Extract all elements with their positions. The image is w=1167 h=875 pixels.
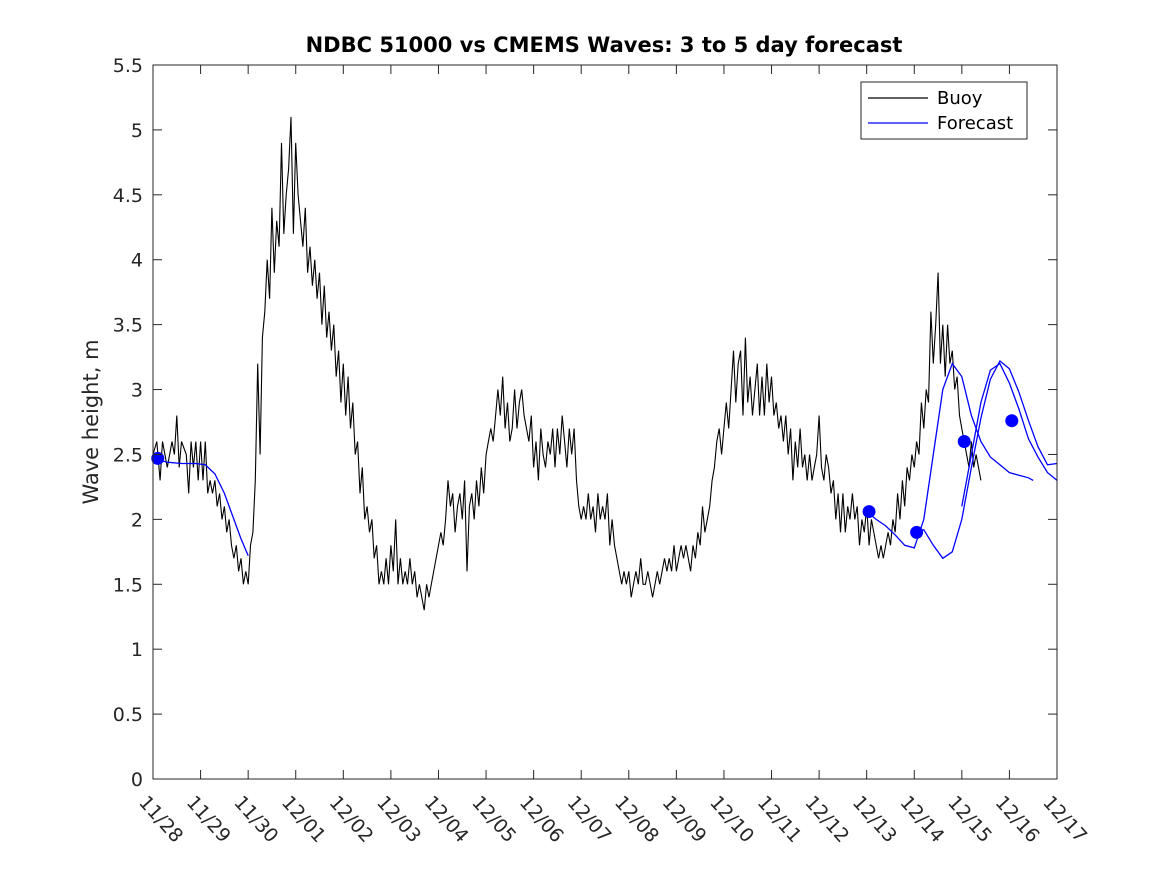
forecast-series-line xyxy=(914,359,1058,560)
y-tick-label: 0 xyxy=(131,769,143,791)
x-tick-label: 12/09 xyxy=(658,792,711,847)
y-tick-label: 1 xyxy=(131,639,143,661)
x-tick-label: 12/14 xyxy=(896,792,949,847)
x-tick-label: 12/07 xyxy=(562,792,615,847)
y-tick-label: 2.5 xyxy=(113,444,143,466)
legend-box xyxy=(860,81,1028,140)
legend-buoy-label: Buoy xyxy=(937,88,983,109)
y-tick-label: 3.5 xyxy=(113,315,143,337)
y-tick-label: 5.5 xyxy=(113,55,143,77)
plot-area xyxy=(153,65,1057,779)
legend-forecast-label: Forecast xyxy=(937,113,1013,134)
legend: Buoy Forecast xyxy=(860,81,1028,140)
y-tick-label: 5 xyxy=(131,120,143,142)
y-tick-label: 1.5 xyxy=(113,574,143,596)
forecast-series-line xyxy=(866,362,1034,549)
x-tick-label: 12/05 xyxy=(467,792,520,847)
x-tick-label: 12/11 xyxy=(753,792,806,847)
y-axis-label: Wave height, m xyxy=(79,339,103,504)
x-tick-label: 11/30 xyxy=(229,792,282,847)
y-tick-label: 0.5 xyxy=(113,704,143,726)
x-tick-label: 12/16 xyxy=(991,792,1044,847)
x-tick-label: 12/10 xyxy=(705,792,758,847)
x-tick-label: 12/06 xyxy=(515,792,568,847)
forecast-marker xyxy=(862,505,876,519)
x-tick-label: 12/02 xyxy=(325,792,378,847)
forecast-series-line xyxy=(961,362,1058,507)
forecast-series-line xyxy=(152,457,249,556)
forecast-marker xyxy=(910,525,924,539)
x-tick-label: 12/15 xyxy=(943,792,996,847)
y-tick-label: 3 xyxy=(131,380,143,402)
y-tick-label: 4.5 xyxy=(113,185,143,207)
forecast-marker xyxy=(957,434,971,448)
plot-frame xyxy=(152,64,1058,780)
series-layer xyxy=(151,116,1058,611)
y-tick-label: 2 xyxy=(131,509,143,531)
x-tick-label: 12/04 xyxy=(420,792,473,847)
x-tick-label: 11/29 xyxy=(182,792,235,847)
x-tick-label: 12/03 xyxy=(372,792,425,847)
forecast-marker xyxy=(1005,414,1019,428)
buoy-series-line xyxy=(152,116,982,611)
x-tick-label: 12/12 xyxy=(800,792,853,847)
x-tick-label: 12/08 xyxy=(610,792,663,847)
x-tick-label: 12/13 xyxy=(848,792,901,847)
forecast-marker xyxy=(151,451,165,465)
x-tick-label: 11/28 xyxy=(134,792,187,847)
x-tick-label: 12/01 xyxy=(277,792,330,847)
y-tick-label: 4 xyxy=(131,250,143,272)
chart-title: NDBC 51000 vs CMEMS Waves: 3 to 5 day fo… xyxy=(306,33,903,57)
x-tick-label: 12/17 xyxy=(1038,792,1091,847)
